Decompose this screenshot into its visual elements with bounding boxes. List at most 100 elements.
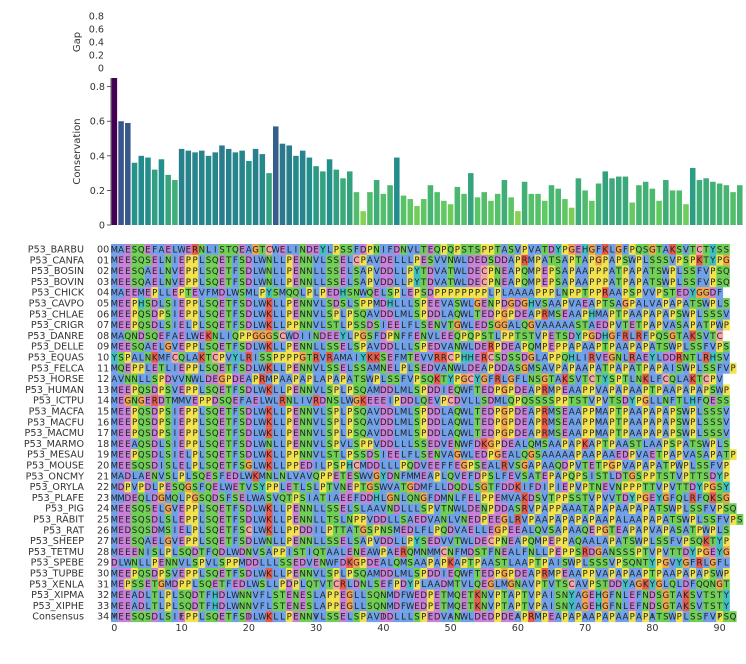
residue-letter: P <box>623 289 628 299</box>
residue-letter: E <box>482 310 487 320</box>
residue-letter: L <box>643 256 648 266</box>
residue-letter: L <box>502 397 507 407</box>
residue-letter: G <box>138 397 145 407</box>
residue-cell <box>628 265 636 277</box>
residue-letter: L <box>273 256 278 266</box>
residue-cell <box>252 265 260 277</box>
residue-cell <box>137 265 145 277</box>
residue-cell <box>494 276 502 288</box>
residue-letter: G <box>501 418 508 428</box>
residue-letter: E <box>421 364 426 374</box>
residue-cell <box>272 254 280 266</box>
residue-letter: F <box>394 353 399 363</box>
residue-letter: P <box>576 472 581 482</box>
residue-letter: L <box>643 299 648 309</box>
sequence-index: 26 <box>97 525 109 536</box>
residue-letter: S <box>327 386 332 396</box>
residue-letter: E <box>475 364 480 374</box>
residue-letter: E <box>293 440 298 450</box>
residue-cell <box>191 244 199 255</box>
residue-letter: L <box>186 461 191 471</box>
residue-letter: H <box>528 299 534 309</box>
conservation-bar <box>595 183 602 225</box>
residue-letter: L <box>408 418 413 428</box>
residue-letter: L <box>199 343 204 353</box>
residue-cell <box>400 276 408 288</box>
residue-cell <box>326 276 334 288</box>
residue-letter: A <box>367 256 373 266</box>
residue-letter: S <box>266 494 271 504</box>
residue-letter: T <box>225 505 232 515</box>
residue-letter: D <box>474 440 481 450</box>
residue-letter: V <box>575 461 581 471</box>
residue-letter: D <box>394 245 401 255</box>
residue-cell <box>272 287 280 299</box>
residue-letter: E <box>434 299 439 309</box>
residue-letter: A <box>569 429 575 439</box>
residue-letter: N <box>394 332 400 342</box>
residue-letter: T <box>534 472 541 482</box>
residue-cell <box>205 254 213 266</box>
residue-cell <box>131 265 139 277</box>
residue-letter: E <box>542 278 547 288</box>
residue-cell <box>413 265 421 277</box>
residue-letter: P <box>596 289 601 299</box>
conservation-bar <box>138 155 145 225</box>
residue-letter: K <box>690 375 696 385</box>
residue-letter: L <box>381 289 386 299</box>
residue-letter: V <box>179 375 185 385</box>
residue-letter: A <box>367 505 373 515</box>
residue-cell <box>480 254 488 266</box>
residue-letter: G <box>488 440 495 450</box>
residue-letter: Y <box>723 483 730 493</box>
residue-letter: L <box>280 505 285 515</box>
residue-letter: A <box>649 505 655 515</box>
residue-letter: V <box>441 321 447 331</box>
conservation-bar <box>710 181 716 225</box>
residue-letter: E <box>549 343 554 353</box>
residue-letter: S <box>421 440 426 450</box>
residue-letter: H <box>340 289 346 299</box>
residue-cell <box>453 244 461 255</box>
residue-letter: P <box>488 494 493 504</box>
residue-letter: A <box>259 494 265 504</box>
residue-cell <box>588 298 596 309</box>
residue-cell <box>696 265 703 277</box>
residue-cell <box>184 254 192 266</box>
conservation-bar <box>118 121 124 225</box>
residue-letter: E <box>179 343 184 353</box>
residue-cell <box>649 265 656 277</box>
sequence-name: P53_ORYLA <box>30 482 85 493</box>
residue-letter: S <box>724 440 729 450</box>
residue-letter: V <box>515 245 521 255</box>
residue-cell <box>554 298 562 309</box>
residue-cell <box>117 265 125 277</box>
residue-letter: S <box>690 343 695 353</box>
residue-letter: S <box>327 364 332 374</box>
residue-letter: A <box>649 364 655 374</box>
residue-letter: E <box>629 321 634 331</box>
residue-cell <box>151 265 159 277</box>
residue-letter: M <box>548 429 555 439</box>
residue-cell <box>622 276 629 288</box>
residue-letter: L <box>684 397 689 407</box>
residue-letter: K <box>206 332 212 342</box>
residue-cell <box>447 298 455 309</box>
residue-letter: D <box>246 440 253 450</box>
residue-letter: L <box>341 310 346 320</box>
residue-letter: P <box>287 461 292 471</box>
residue-letter: P <box>502 332 507 342</box>
residue-cell <box>527 298 535 309</box>
residue-letter: D <box>622 451 629 461</box>
residue-letter: A <box>569 407 575 417</box>
residue-cell <box>561 298 569 309</box>
residue-cell <box>158 298 165 309</box>
residue-cell <box>144 287 152 299</box>
residue-letter: S <box>354 299 359 309</box>
residue-letter: S <box>239 386 244 396</box>
residue-letter: A <box>528 472 534 482</box>
residue-letter: E <box>118 299 123 309</box>
residue-letter: L <box>152 483 157 493</box>
residue-cell <box>205 244 213 255</box>
residue-letter: F <box>596 245 601 255</box>
